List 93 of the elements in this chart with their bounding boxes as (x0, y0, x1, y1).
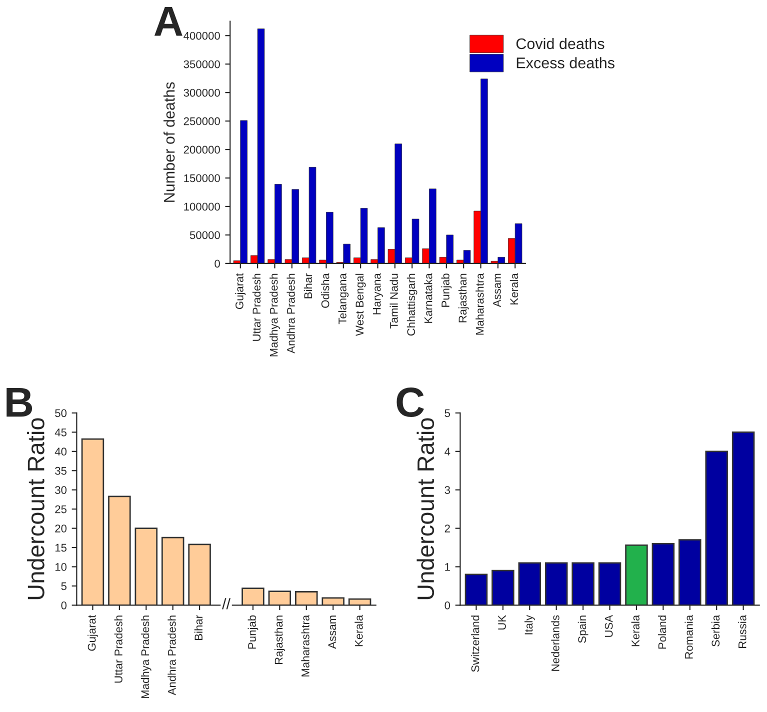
y-tick-label: 30 (55, 486, 67, 494)
y-tick-label: 0 (444, 601, 450, 610)
x-tick-label: Andhra Pradesh (286, 274, 295, 354)
bar (134, 528, 158, 606)
y-tick-label: 2 (444, 524, 450, 532)
x-tick-label: Tamil Nadu (390, 274, 398, 328)
bar (625, 544, 648, 606)
x-tick-label: USA (604, 614, 613, 637)
y-tick-label: 10 (55, 563, 67, 571)
bar (572, 562, 594, 606)
y-axis-title: Undercount Ratio (27, 418, 44, 600)
x-tick-label: Haryana (372, 273, 383, 314)
bar (242, 588, 264, 606)
y-tick-label: 5 (444, 409, 450, 418)
y-tick-label: 5 (61, 582, 67, 590)
bar (322, 597, 344, 606)
y-tick-label: 350000 (184, 60, 220, 68)
bar (544, 562, 568, 606)
y-tick-label: 300000 (184, 88, 220, 97)
y-tick-label: 3 (444, 486, 450, 494)
x-tick-label: Bihar (304, 273, 312, 298)
y-tick-label: 0 (214, 260, 220, 268)
x-tick-label: Romania (684, 614, 693, 658)
x-tick-label: Gujarat (88, 615, 98, 651)
x-tick-label: Nederlands (551, 615, 560, 671)
bar (464, 574, 488, 606)
x-tick-label: Chhattisgarh (406, 274, 418, 336)
bar (188, 544, 211, 606)
x-tick-label: Switzerland (471, 616, 480, 672)
x-tick-label: Madhya Pradesh (270, 274, 280, 356)
x-tick-label: Assam (493, 274, 501, 308)
y-tick-label: 1 (445, 563, 450, 571)
bar (598, 562, 622, 606)
y-tick-label: 200000 (184, 146, 220, 154)
chart-title: C (396, 388, 424, 418)
x-tick-label: Punjab (248, 615, 258, 649)
y-axis-title: Undercount Ratio (416, 418, 434, 600)
bar (295, 591, 318, 606)
x-tick-label: Odisha (321, 273, 330, 308)
y-tick-label: 250000 (184, 117, 220, 126)
x-tick-label: Serbia (711, 614, 720, 647)
x-tick-label: Assam (328, 616, 336, 649)
y-tick-label: 15 (55, 544, 67, 552)
bar (81, 438, 104, 606)
x-tick-label: Uttar Pradesh (114, 616, 122, 683)
x-tick-label: Bihar (194, 615, 203, 640)
bar (678, 539, 702, 606)
x-tick-label: Spain (578, 616, 588, 643)
x-tick-label: Kerala (631, 614, 640, 646)
chart-title: A (154, 7, 182, 36)
x-tick-label: Andhra Pradesh (168, 616, 176, 696)
y-tick-label: 25 (55, 505, 67, 514)
bar (108, 496, 131, 606)
x-tick-label: Maharashtra (301, 614, 310, 676)
y-tick-label: 45 (54, 428, 67, 436)
bar (268, 590, 292, 606)
bar (518, 562, 542, 606)
y-tick-label: 50 (55, 409, 67, 418)
x-tick-label: Kerala (510, 273, 518, 304)
x-tick-label: Madhya Pradesh (140, 616, 152, 698)
x-tick-label: West Bengal (355, 274, 366, 336)
y-tick-label: 20 (55, 524, 67, 532)
x-tick-label: Rajasthan (458, 274, 469, 322)
y-tick-label: 100000 (184, 202, 220, 211)
bar (705, 450, 728, 606)
bar (732, 431, 755, 606)
y-tick-label: 0 (61, 601, 67, 610)
y-tick-label: 4 (444, 448, 450, 456)
y-tick-label: 35 (55, 466, 67, 475)
legend-label: Covid deaths (516, 38, 604, 50)
y-axis-title: Number of deaths (164, 82, 175, 202)
x-tick-label: Gujarat (235, 273, 246, 310)
x-tick-label: Italy (524, 614, 535, 634)
annotation: // (222, 598, 231, 610)
x-tick-label: Telangana (338, 273, 349, 324)
x-tick-label: Punjab (441, 274, 452, 307)
y-tick-label: 400000 (184, 32, 220, 40)
x-tick-label: Uttar Pradesh (252, 274, 261, 341)
x-tick-label: Rajasthan (274, 616, 285, 664)
bar (492, 570, 514, 606)
x-tick-label: UK (498, 615, 506, 630)
bar (161, 536, 184, 606)
x-tick-label: Karnataka (424, 273, 432, 323)
x-tick-label: Russia (738, 614, 746, 648)
legend-label: Excess deaths (516, 57, 614, 68)
x-tick-label: Poland (658, 616, 666, 649)
chart-title: B (6, 388, 32, 417)
y-tick-label: 40 (54, 448, 67, 456)
y-tick-label: 150000 (184, 174, 220, 182)
x-tick-label: Kerala (354, 614, 363, 646)
y-tick-label: 50000 (190, 231, 220, 240)
bar (652, 542, 675, 606)
x-tick-label: Maharashtra (476, 273, 484, 335)
